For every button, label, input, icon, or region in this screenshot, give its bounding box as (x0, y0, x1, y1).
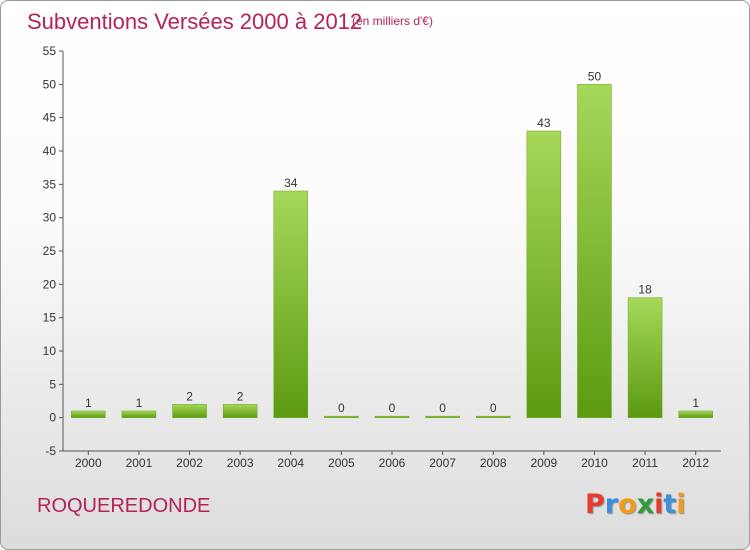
y-tick-label: 35 (43, 177, 57, 191)
bar (121, 410, 157, 418)
logo-letter: P (585, 489, 605, 520)
bar (627, 297, 663, 418)
y-tick-label: 40 (43, 144, 57, 158)
x-tick-label: 2012 (682, 456, 709, 470)
logo-letter: r (604, 489, 619, 520)
x-tick-label: 2001 (126, 456, 153, 470)
data-label: 18 (638, 283, 652, 297)
x-tick-label: 2008 (480, 456, 507, 470)
data-label: 2 (237, 389, 244, 403)
y-tick-label: 30 (43, 211, 57, 225)
plot-area: -505101520253035404550551200012001220022… (43, 44, 721, 470)
data-label: 34 (284, 176, 298, 190)
x-tick-label: 2004 (277, 456, 304, 470)
y-tick-label: 20 (43, 277, 57, 291)
data-label: 1 (692, 396, 699, 410)
bar (222, 404, 258, 418)
x-tick-label: 2000 (75, 456, 102, 470)
data-label: 0 (338, 401, 345, 415)
y-tick-label: -5 (45, 444, 56, 458)
x-tick-label: 2010 (581, 456, 608, 470)
bar (425, 415, 460, 418)
bar (526, 130, 562, 418)
bar (324, 415, 359, 418)
x-tick-label: 2007 (429, 456, 456, 470)
x-tick-label: 2006 (379, 456, 406, 470)
y-tick-label: 10 (43, 344, 57, 358)
y-tick-label: 25 (43, 244, 57, 258)
bar (577, 84, 612, 418)
y-tick-label: 15 (43, 311, 57, 325)
data-label: 43 (537, 116, 551, 130)
data-label: 0 (439, 401, 446, 415)
data-label: 50 (588, 69, 602, 83)
data-label: 0 (490, 401, 497, 415)
bar (374, 415, 410, 418)
x-tick-label: 2003 (227, 456, 254, 470)
data-label: 2 (186, 389, 193, 403)
y-tick-label: 5 (49, 377, 56, 391)
data-label: 0 (389, 401, 396, 415)
x-tick-label: 2009 (530, 456, 557, 470)
x-tick-label: 2002 (176, 456, 203, 470)
bar (71, 410, 106, 418)
bar (678, 410, 713, 418)
logo-letter: o (618, 489, 637, 520)
bar (273, 190, 309, 418)
bar (172, 404, 207, 418)
y-tick-label: 55 (43, 44, 57, 58)
y-tick-label: 0 (49, 411, 56, 425)
proxiti-logo: Proxiti (585, 489, 686, 520)
town-name: ROQUEREDONDE (37, 495, 211, 517)
x-tick-label: 2005 (328, 456, 355, 470)
chart-title: Subventions Versées 2000 à 2012 (27, 9, 363, 34)
data-label: 1 (136, 396, 143, 410)
bar (475, 415, 511, 418)
logo-letter: x (636, 489, 655, 520)
data-label: 1 (85, 396, 92, 410)
chart-subtitle: (en milliers d'€) (352, 14, 433, 28)
logo-letter: i (654, 489, 664, 520)
y-tick-label: 50 (43, 77, 57, 91)
x-tick-label: 2011 (632, 456, 658, 470)
logo-letter: i (676, 489, 686, 520)
y-tick-label: 45 (43, 111, 57, 125)
logo-letter: t (663, 489, 677, 520)
